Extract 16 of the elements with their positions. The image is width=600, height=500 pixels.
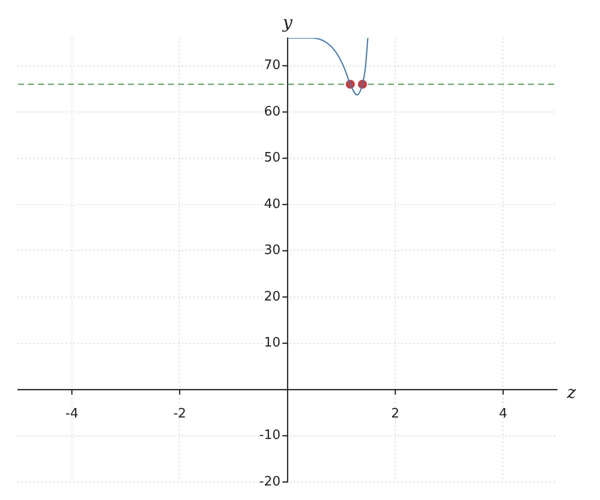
y-tick-label: 20 (264, 289, 280, 304)
x-tick-label: 4 (498, 406, 508, 422)
x-tick-label: -4 (65, 406, 78, 422)
line-series (286, 38, 368, 96)
y-tick-label: 60 (264, 104, 280, 120)
y-tick-label: 40 (264, 196, 280, 212)
y-tick-label: -10 (259, 428, 280, 444)
y-tick-label: 70 (264, 58, 280, 74)
y-tick-label: 30 (264, 243, 280, 258)
y-tick-label: -20 (259, 474, 280, 490)
x-axis-title: z (566, 382, 577, 403)
y-axis-title: y (282, 12, 293, 33)
x-tick-label: -2 (173, 406, 186, 422)
y-tick-label: 10 (264, 336, 280, 351)
x-tick-label: 2 (391, 406, 400, 422)
y-tick-label: 50 (264, 150, 280, 166)
